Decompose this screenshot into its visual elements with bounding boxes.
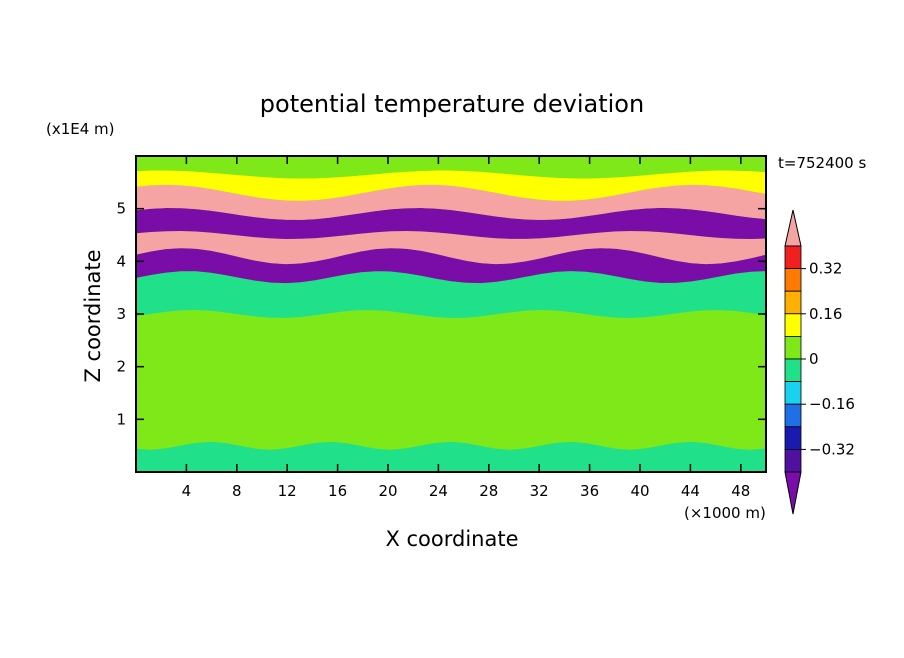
field-bands [136, 156, 766, 472]
field-band [136, 184, 766, 220]
colorbar: −0.32 −0.16 0 0.16 0.32 [784, 209, 855, 515]
colorbar-swatch [784, 290, 802, 315]
colorbar-tick-label: −0.16 [809, 395, 855, 413]
colorbar-swatch [784, 313, 802, 337]
colorbar-extend-high [784, 209, 802, 247]
y-tick-label: 3 [116, 305, 126, 323]
y-tick-label: 2 [116, 358, 126, 376]
colorbar-swatch [784, 403, 802, 428]
colorbar-tick-label: 0.16 [809, 305, 842, 323]
colorbar-swatch [784, 245, 802, 270]
field-band [136, 248, 766, 284]
x-unit-label: (×1000 m) [684, 504, 766, 522]
x-tick-label: 24 [429, 482, 448, 500]
x-tick-label: 16 [328, 482, 347, 500]
colorbar-swatch [784, 358, 802, 383]
colorbar-swatch [784, 268, 802, 292]
colorbar-tick-label: −0.32 [809, 440, 855, 458]
y-tick-label: 5 [116, 200, 126, 218]
field-band [136, 170, 766, 201]
x-tick-label: 40 [630, 482, 649, 500]
x-tick-label: 4 [182, 482, 192, 500]
field-band [136, 156, 766, 179]
y-axis: 1 2 3 4 5 [116, 200, 766, 428]
field-band [136, 441, 766, 472]
colorbar-swatch [784, 426, 802, 450]
y-unit-label: (x1E4 m) [46, 120, 115, 138]
x-tick-label: 44 [681, 482, 700, 500]
colorbar-tick-label: 0 [809, 350, 819, 368]
field-band [136, 406, 766, 450]
field-band [136, 310, 766, 375]
colorbar-swatch [784, 381, 802, 405]
field-band [136, 358, 766, 419]
field-band [136, 231, 766, 265]
x-tick-label: 36 [580, 482, 599, 500]
x-axis: 4 8 12 16 20 24 28 32 36 40 44 48 [182, 156, 750, 500]
y-tick-label: 4 [116, 252, 126, 270]
colorbar-swatch [784, 335, 802, 360]
plot-area [136, 156, 766, 472]
x-tick-label: 48 [731, 482, 750, 500]
y-axis-title: Z coordinate [81, 249, 105, 382]
y-tick-label: 1 [116, 410, 126, 428]
x-tick-label: 20 [378, 482, 397, 500]
chart-title: potential temperature deviation [260, 90, 644, 118]
colorbar-extend-low [784, 471, 802, 515]
colorbar-tick-label: 0.32 [809, 260, 842, 278]
colorbar-swatch [784, 448, 802, 473]
x-axis-title: X coordinate [385, 527, 518, 551]
field-band [136, 271, 766, 318]
field-band [136, 207, 766, 239]
time-label: t=752400 s [778, 154, 866, 172]
x-tick-label: 8 [232, 482, 242, 500]
x-tick-label: 12 [278, 482, 297, 500]
x-tick-label: 32 [530, 482, 549, 500]
x-tick-label: 28 [479, 482, 498, 500]
